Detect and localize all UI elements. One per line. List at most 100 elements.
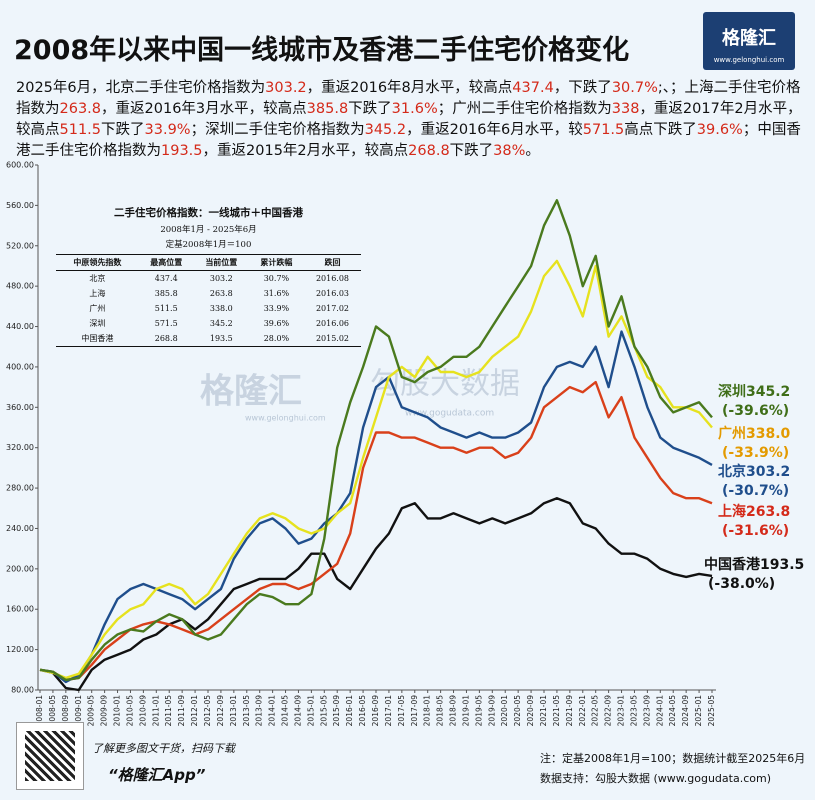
series-label: 广州338.0 — [718, 425, 791, 442]
x-tick-label: 2010-09 — [138, 695, 147, 727]
y-tick-label: 120.00 — [6, 645, 34, 654]
y-tick-label: 560.00 — [6, 201, 34, 210]
qr-pattern — [25, 731, 75, 781]
table-cell: 263.8 — [209, 289, 233, 298]
description-text: 下跌了 — [348, 101, 392, 117]
series-change: (-33.9%) — [722, 445, 789, 461]
table-period: 2008年1月 - 2025年6月 — [160, 225, 257, 235]
x-tick-label: 2024-09 — [681, 695, 690, 727]
x-tick-label: 2020-05 — [513, 695, 522, 727]
x-tick-label: 2015-05 — [319, 695, 328, 727]
table-cell: 2016.06 — [315, 319, 350, 328]
table-cell: 广州 — [89, 304, 106, 313]
x-tick-label: 2018-05 — [436, 695, 445, 727]
footnote: 注：定基2008年1月=100；数据统计截至2025年6月 — [540, 752, 806, 765]
highlight-text: 30.7% — [611, 80, 658, 96]
table-cell: 2017.02 — [315, 304, 350, 313]
highlight-text: 31.6% — [391, 101, 438, 117]
table-base: 定基2008年1月＝100 — [165, 240, 252, 250]
x-tick-label: 2017-01 — [384, 695, 393, 727]
qr-code — [16, 722, 84, 790]
series-change: (-39.6%) — [722, 403, 789, 419]
x-tick-label: 2017-05 — [397, 695, 406, 727]
x-tick-label: 2016-01 — [345, 695, 354, 727]
table-cell: 中国香港 — [56, 331, 139, 347]
table-row: 中国香港 268.8 193.5 28.0% 2015.02 — [56, 331, 361, 347]
table-cell: 2015.02 — [303, 331, 361, 347]
app-name: “格隆汇App” — [108, 766, 206, 784]
table-cell: 2016.08 — [315, 274, 350, 283]
description-text: ，重返2017年2月水平，较高点 — [16, 101, 802, 138]
x-tick-label: 2021-01 — [539, 695, 548, 727]
description-text: 下跌了 — [449, 143, 494, 159]
series-line — [39, 330, 713, 684]
highlight-text: 303.2 — [265, 80, 307, 96]
table-cell: 268.8 — [138, 331, 194, 347]
x-tick-label: 2022-01 — [578, 695, 587, 727]
description-text: 。 — [525, 143, 540, 159]
x-tick-label: 2024-05 — [668, 695, 677, 727]
x-tick-label: 2014-01 — [268, 695, 277, 727]
table-cell: 上海 — [89, 289, 106, 298]
logo: 格隆汇 www.gelonghui.com — [703, 12, 795, 70]
table-row: 深圳 571.5 345.2 39.6% 2016.06 — [56, 316, 361, 331]
y-tick-label: 360.00 — [6, 403, 34, 412]
highlight-text: 511.5 — [59, 122, 102, 138]
description-text: ；中国香港二手住宅价格指数为 — [16, 122, 801, 159]
x-tick-label: 2023-05 — [629, 695, 638, 727]
table-cell: 33.9% — [263, 304, 290, 313]
table-cell: 累计跌幅 — [248, 254, 304, 271]
scan-note: 了解更多图文干货，扫码下载 — [92, 742, 235, 755]
y-tick-label: 240.00 — [6, 524, 34, 533]
x-tick-label: 2021-09 — [565, 695, 574, 727]
highlight-text: 571.5 — [582, 122, 625, 138]
series-change: (-31.6%) — [722, 523, 789, 539]
description-text: 2025年6月，北京二手住宅价格指数为 — [16, 80, 266, 96]
x-tick-label: 2012-09 — [216, 695, 225, 727]
series-label: 深圳345.2 — [718, 383, 790, 400]
series-change: (-38.0%) — [708, 576, 775, 592]
x-tick-label: 2014-05 — [281, 695, 290, 727]
x-tick-label: 2020-09 — [526, 695, 535, 727]
x-tick-label: 2014-09 — [293, 695, 302, 727]
series-line — [39, 199, 713, 682]
table-cell: 193.5 — [193, 331, 249, 347]
x-tick-label: 2008-09 — [61, 695, 70, 727]
x-tick-label: 2015-01 — [306, 695, 315, 727]
x-tick-label: 2013-01 — [229, 695, 238, 727]
x-tick-label: 2011-09 — [177, 695, 186, 727]
table-cell: 中原领先指数 — [56, 254, 139, 271]
x-tick-label: 2022-09 — [604, 695, 613, 727]
description-text: ；广州二手住宅价格指数为 — [437, 101, 612, 117]
table-row: 广州 511.5 338.0 33.9% 2017.02 — [56, 301, 361, 316]
table-cell: 最高位置 — [138, 254, 194, 271]
description-text: ，重返2016年3月水平，较高点 — [101, 101, 307, 117]
x-tick-label: 2010-05 — [125, 695, 134, 727]
description-text: 下跌了 — [101, 122, 145, 138]
x-tick-label: 2012-01 — [190, 695, 199, 727]
title: 2008年以来中国一线城市及香港二手住宅价格变化 — [14, 35, 630, 66]
x-tick-label: 2019-01 — [461, 695, 470, 727]
y-tick-label: 520.00 — [6, 241, 34, 250]
series-label: 中国香港193.5 — [704, 556, 804, 573]
logo-url: www.gelonghui.com — [713, 56, 785, 64]
x-tick-label: 2022-05 — [591, 695, 600, 727]
table-cell: 31.6% — [263, 289, 290, 298]
y-tick-label: 160.00 — [6, 605, 34, 614]
table-cell: 2016.03 — [315, 289, 350, 298]
x-tick-label: 2020-01 — [500, 695, 509, 727]
description-text: ;、；上海二手住宅价格指数为 — [16, 80, 801, 117]
watermark-brand: 格隆汇 — [200, 372, 302, 412]
x-tick-label: 2012-05 — [203, 695, 212, 727]
table-cell: 303.2 — [209, 274, 233, 283]
x-tick-label: 2016-09 — [371, 695, 380, 727]
x-tick-label: 2025-05 — [707, 695, 716, 727]
x-tick-label: 2011-01 — [151, 695, 160, 727]
highlight-text: 263.8 — [59, 101, 102, 117]
table-cell: 437.4 — [154, 274, 178, 283]
description-text: ，重返2015年2月水平，较高点 — [202, 143, 409, 159]
table-cell: 28.0% — [248, 331, 304, 347]
x-tick-label: 2008-05 — [48, 695, 57, 727]
table-cell: 39.6% — [263, 319, 290, 328]
